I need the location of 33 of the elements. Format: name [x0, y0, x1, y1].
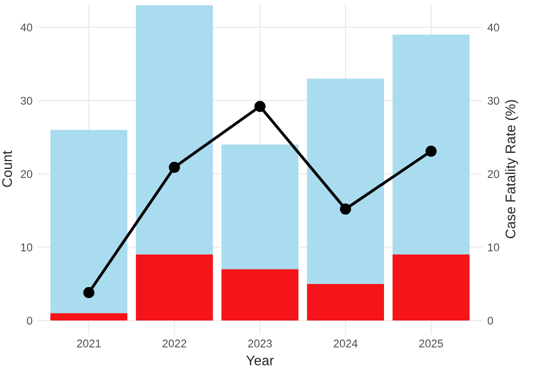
y-axis-title: Count [2, 150, 12, 187]
point [254, 100, 266, 112]
y2-tick-label: 20 [488, 170, 500, 178]
point [83, 287, 94, 298]
y2-tick-label: 10 [488, 243, 500, 252]
y-tick-label: 20 [20, 170, 32, 178]
bar [221, 144, 298, 270]
y-tick-label: 0 [26, 316, 32, 325]
bar [307, 284, 384, 320]
point [340, 203, 352, 215]
bar [392, 254, 470, 320]
y-tick-label: 40 [20, 24, 32, 32]
y2-tick-label: 30 [488, 96, 500, 105]
y2-axis-title: Case Fatality Rate (%) [505, 100, 518, 238]
x-tick-label: 2022 [162, 340, 186, 348]
y2-tick-label: 0 [488, 316, 494, 325]
bar [50, 130, 128, 314]
y-tick-label: 10 [21, 243, 32, 252]
bar [392, 34, 470, 254]
y2-tick-label: 40 [488, 24, 500, 32]
x-tick-label: 2025 [419, 340, 443, 348]
point [426, 146, 437, 157]
bar [221, 269, 298, 320]
bar [136, 5, 213, 254]
bar [307, 78, 384, 284]
point [168, 162, 180, 173]
x-axis-title: Year [246, 356, 274, 366]
x-tick-label: 2021 [77, 340, 101, 348]
bar [50, 313, 128, 320]
y-tick-label: 30 [20, 96, 32, 105]
bar [136, 254, 213, 320]
x-tick-label: 2024 [334, 340, 358, 348]
x-tick-label: 2023 [248, 340, 272, 348]
